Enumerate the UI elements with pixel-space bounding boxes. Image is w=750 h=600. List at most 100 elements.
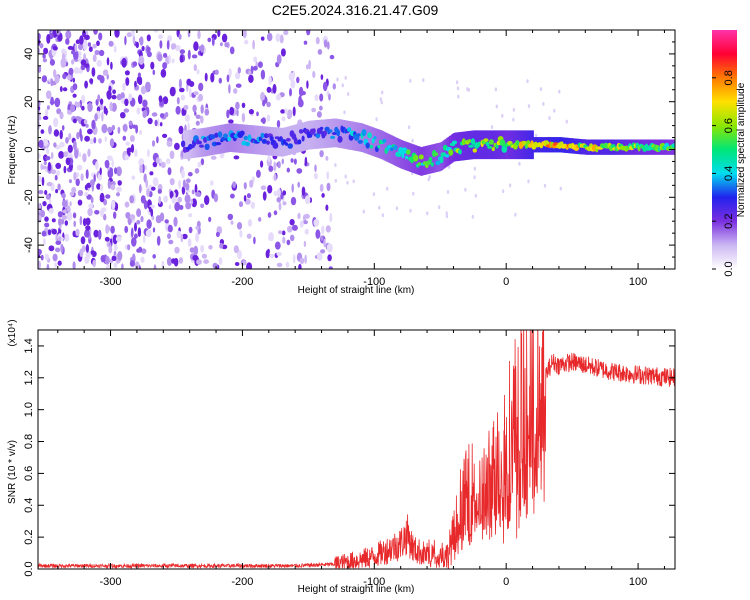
spectrogram-ridge-cell [440,152,447,157]
spectrogram-noise-cell [179,54,184,63]
spectrogram-noise-cell [501,113,504,118]
spectrogram-noise-cell [117,251,123,261]
spectrogram-noise-cell [325,156,329,161]
spectrogram-noise-cell [81,105,85,111]
spectrogram-ridge-halo [275,127,278,157]
spectrogram-ridge-cell [298,129,304,134]
spectrogram-ridge-halo [463,131,466,161]
spectrogram-ridge-halo [420,147,423,176]
spectrogram-noise-cell [97,94,101,102]
spectrogram-ridge-halo [491,130,493,160]
spectrogram-ridge-halo [185,130,187,159]
spectrogram-noise-cell [56,108,62,115]
spectrogram-ridge-halo [417,146,419,175]
spectrogram-ridge-halo [297,123,299,153]
spectrogram-noise-cell [53,129,60,137]
spectrogram-noise-cell [276,251,282,257]
spectrogram-noise-cell [153,264,157,269]
spectrogram-noise-cell [107,126,113,134]
spectrogram-noise-cell [127,244,131,251]
spectrogram-noise-cell [248,70,252,75]
y-tick-label: 0 [23,146,35,152]
spectrogram-noise-cell [63,165,67,174]
x-tick-label: -300 [100,576,122,588]
spectrogram-ridge-halo [329,118,332,148]
x-tick-label: -200 [231,276,253,288]
spectrogram-ridge-halo [427,145,430,174]
spectrogram-noise-cell [128,120,133,126]
spectrogram-noise-cell [159,113,165,119]
spectrogram-ridge-halo [217,125,220,154]
spectrogram-noise-cell [97,229,102,240]
spectrogram-noise-cell [94,210,100,215]
spectrogram-ridge-halo [458,132,460,161]
spectrogram-noise-cell [46,105,50,110]
spectrogram-noise-cell [38,65,42,73]
spectrogram-noise-cell [314,164,317,173]
spectrogram-noise-cell [82,153,87,163]
spectrogram-noise-cell [76,164,83,171]
spectrogram-ridge-halo [425,145,428,175]
y-tick-label: 0.0 [23,561,35,576]
spectrogram-noise-cell [282,190,287,196]
spectrogram-ridge-cell [356,133,361,137]
spectrogram-noise-cell [91,67,96,77]
spectrogram-ridge-halo [404,141,407,171]
spectrogram-noise-cell [344,75,347,80]
spectrogram-noise-cell [71,50,75,55]
spectrogram-ridge-halo [203,127,205,157]
spectrogram-noise-cell [494,87,498,92]
spectrogram-ridge-cell [451,140,458,145]
spectrogram-y-axis-label: Frequency (Hz) [7,116,18,185]
spectrogram-noise-cell [228,84,231,94]
spectrogram-noise-cell [85,123,89,128]
spectrogram-ridge [180,118,675,176]
spectrogram-noise-cell [54,174,58,181]
spectrogram-noise-cell [284,108,288,115]
spectrogram-ridge-cell [413,154,419,162]
spectrogram-noise-cell [157,53,163,62]
spectrogram-noise-cell [347,92,350,96]
snr-y-axis-label: SNR (10 * v/v) [7,440,18,504]
spectrogram-ridge-halo [345,120,348,150]
spectrogram-noise-cell [134,80,137,88]
spectrogram-ridge-halo [379,129,381,159]
spectrogram-noise-cell [107,155,113,161]
spectrogram-noise-cell [200,244,205,253]
y-tick-label: 0.4 [23,498,35,513]
spectrogram-noise-cell [178,179,182,189]
spectrogram-ridge-halo [269,126,272,156]
spectrogram-noise-cell [256,111,259,117]
spectrogram-noise-cell [464,187,467,192]
spectrogram-noise-cell [198,82,204,92]
spectrogram-ridge-halo [479,130,482,160]
spectrogram-noise-cell [280,48,286,57]
spectrogram-noise-cell [187,49,191,60]
spectrogram-ridge-halo [290,125,293,155]
spectrogram-noise-cell [74,43,78,53]
spectrogram-noise-cell [73,171,77,181]
spectrogram-ridge-halo [218,125,221,154]
spectrogram-ridge-halo [239,124,241,153]
spectrogram-ridge-halo [298,123,300,153]
spectrogram-noise-cell [77,189,84,197]
spectrogram-noise-cell [273,190,278,197]
spectrogram-ridge-halo [237,124,240,153]
colorbar-tick-label: 0.0 [723,261,735,276]
spectrogram-noise-cell [59,111,64,120]
spectrogram-noise-cell [534,133,538,138]
spectrogram-noise-cell [175,105,181,115]
spectrogram-noise-cell [49,59,56,66]
spectrogram-ridge-halo [492,130,494,160]
spectrogram-noise-cell [67,205,71,213]
spectrogram-noise-cell [48,208,54,214]
spectrogram-noise-cell [236,222,243,230]
spectrogram-noise-cell [313,218,320,227]
spectrogram-noise-cell [146,188,150,197]
spectrogram-ridge-cell [285,137,291,142]
spectrogram-noise-cell [326,41,330,50]
spectrogram-noise-cell [115,236,122,242]
spectrogram-noise-cell [314,94,319,102]
spectrogram-noise-cell [152,161,158,168]
spectrogram-noise-cell [66,211,73,221]
